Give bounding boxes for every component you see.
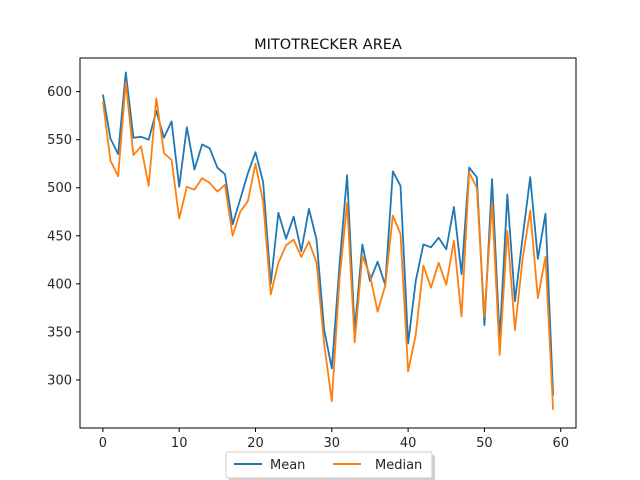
legend: Mean Median bbox=[225, 451, 435, 480]
x-tick-label: 0 bbox=[99, 436, 107, 451]
x-tick-label: 60 bbox=[552, 436, 569, 451]
series-line-median bbox=[101, 81, 555, 410]
legend-box bbox=[225, 451, 433, 479]
y-tick-label: 550 bbox=[47, 133, 72, 148]
y-tick-label: 500 bbox=[47, 181, 72, 196]
y-tick-label: 600 bbox=[47, 85, 72, 100]
x-tick-label: 10 bbox=[171, 436, 188, 451]
y-tick-label: 300 bbox=[47, 373, 72, 388]
x-tick-label: 20 bbox=[247, 436, 264, 451]
x-tick-label: 40 bbox=[400, 436, 417, 451]
x-tick-label: 30 bbox=[324, 436, 341, 451]
legend-label-mean: Mean bbox=[270, 458, 305, 473]
axes-frame bbox=[79, 57, 577, 429]
x-tick-label: 50 bbox=[476, 436, 493, 451]
y-tick-label: 450 bbox=[47, 229, 72, 244]
series-layer bbox=[101, 71, 555, 410]
y-tick-label: 350 bbox=[47, 325, 72, 340]
legend-label-median: Median bbox=[375, 458, 422, 473]
chart-title: MITOTRECKER AREA bbox=[254, 37, 402, 53]
x-axis: 0 10 20 30 40 50 60 bbox=[99, 428, 569, 451]
y-tick-label: 400 bbox=[47, 277, 72, 292]
y-axis: 300 350 400 450 500 550 600 bbox=[47, 85, 80, 388]
plot-area: 0 10 20 30 40 50 60 300 350 400 450 500 550 600 bbox=[47, 57, 577, 451]
